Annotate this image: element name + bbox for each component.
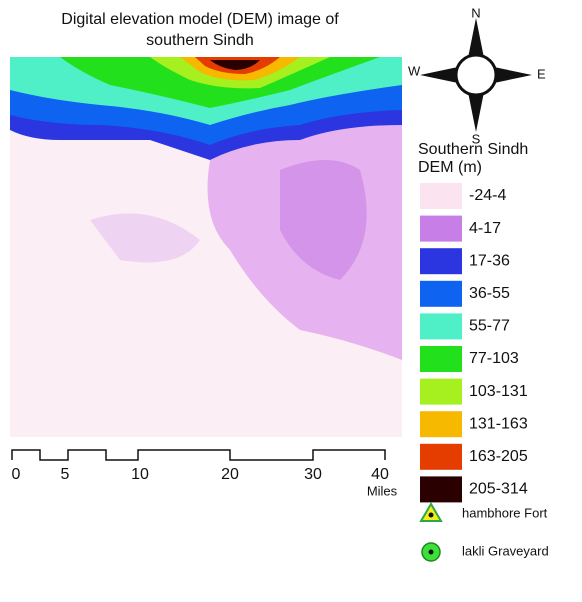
compass-west: W xyxy=(408,63,421,78)
legend-label: 205-314 xyxy=(469,481,528,498)
legend-label: 4-17 xyxy=(469,220,501,237)
scale-label: 5 xyxy=(61,466,70,483)
fort-marker-dot xyxy=(429,513,434,518)
legend-swatch xyxy=(420,313,462,339)
legend-swatch xyxy=(420,411,462,437)
legend: -24-4 4-17 17-36 36-55 55-77 77-103 103-131 131… xyxy=(420,183,528,502)
legend-swatch xyxy=(420,346,462,372)
legend-label: -24-4 xyxy=(469,187,506,204)
compass-north: N xyxy=(471,5,480,20)
legend-title: Southern Sindh xyxy=(418,141,528,158)
scale-labels: 0 5 10 20 30 40 xyxy=(12,466,389,483)
legend-label: 77-103 xyxy=(469,350,519,367)
scale-label: 20 xyxy=(221,466,239,483)
compass xyxy=(420,18,532,132)
legend-swatch xyxy=(420,379,462,405)
title-line: Digital elevation model (DEM) image of xyxy=(61,11,339,28)
graveyard-marker-dot xyxy=(429,550,434,555)
legend-label: 36-55 xyxy=(469,285,510,302)
scale-label: 0 xyxy=(12,466,21,483)
scale-label: 10 xyxy=(131,466,149,483)
legend-label: 131-163 xyxy=(469,415,528,432)
legend-swatch xyxy=(420,216,462,242)
legend-label: 55-77 xyxy=(469,318,510,335)
scale-label: 30 xyxy=(304,466,322,483)
legend-swatch xyxy=(420,444,462,470)
dem-image xyxy=(10,57,402,437)
scale-label: 40 xyxy=(371,466,389,483)
scale-bar xyxy=(12,450,385,460)
scale-unit: Miles xyxy=(367,483,398,498)
legend-label: 103-131 xyxy=(469,383,528,400)
legend-title: DEM (m) xyxy=(418,159,482,176)
compass-east: E xyxy=(537,66,546,81)
legend-label: 163-205 xyxy=(469,448,528,465)
legend-swatch xyxy=(420,248,462,274)
marker-label: hambhore Fort xyxy=(462,505,548,520)
map-figure: Digital elevation model (DEM) image of s… xyxy=(0,0,582,602)
legend-label: 17-36 xyxy=(469,252,510,269)
marker-label: lakli Graveyard xyxy=(462,543,549,558)
title-line: southern Sindh xyxy=(146,32,254,49)
legend-swatch xyxy=(420,476,462,502)
legend-swatch xyxy=(420,183,462,209)
legend-swatch xyxy=(420,281,462,307)
